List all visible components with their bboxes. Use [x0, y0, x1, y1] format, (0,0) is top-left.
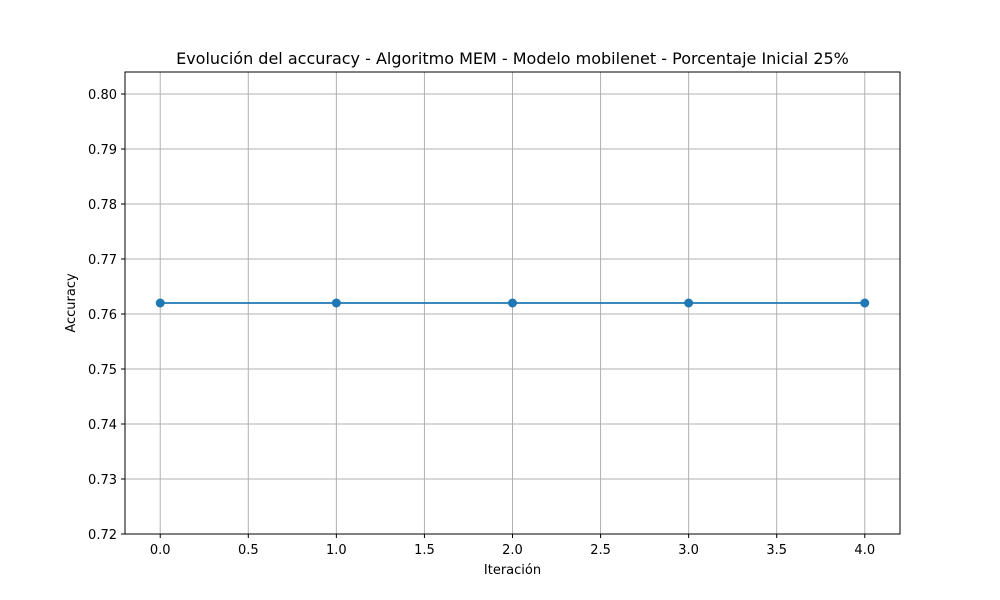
x-tick-label: 1.5: [414, 543, 435, 558]
y-tick-label: 0.72: [88, 528, 117, 543]
y-tick-label: 0.80: [88, 88, 117, 103]
x-axis-label: Iteración: [484, 563, 541, 578]
y-tick-label: 0.73: [88, 473, 117, 488]
x-tick-label: 1.0: [326, 543, 347, 558]
x-tick-label: 2.0: [502, 543, 523, 558]
y-tick-label: 0.75: [88, 363, 117, 378]
y-tick-label: 0.76: [88, 308, 117, 323]
y-tick-label: 0.77: [88, 253, 117, 268]
y-tick-label: 0.78: [88, 198, 117, 213]
x-axis: 0.0 0.5 1.0 1.5 2.0 2.5 3.0 3.5 4.0: [150, 534, 875, 558]
x-tick-label: 0.5: [238, 543, 259, 558]
y-tick-label: 0.79: [88, 143, 117, 158]
series-layer: [155, 298, 870, 308]
data-point: [331, 298, 341, 308]
x-tick-label: 4.0: [854, 543, 875, 558]
data-point: [155, 298, 165, 308]
data-point: [508, 298, 517, 308]
x-tick-label: 2.5: [590, 543, 611, 558]
chart-title: Evolución del accuracy - Algoritmo MEM -…: [176, 49, 849, 68]
x-tick-label: 0.0: [150, 543, 171, 558]
y-axis: 0.72 0.73 0.74 0.75 0.76 0.77 0.78 0.79 0.80: [88, 88, 125, 543]
data-point: [684, 298, 694, 308]
data-point: [860, 298, 870, 308]
y-axis-label: Accuracy: [64, 273, 79, 333]
grid: [125, 72, 900, 535]
x-tick-label: 3.0: [678, 543, 699, 558]
x-tick-label: 3.5: [766, 543, 787, 558]
y-tick-label: 0.74: [88, 418, 117, 433]
